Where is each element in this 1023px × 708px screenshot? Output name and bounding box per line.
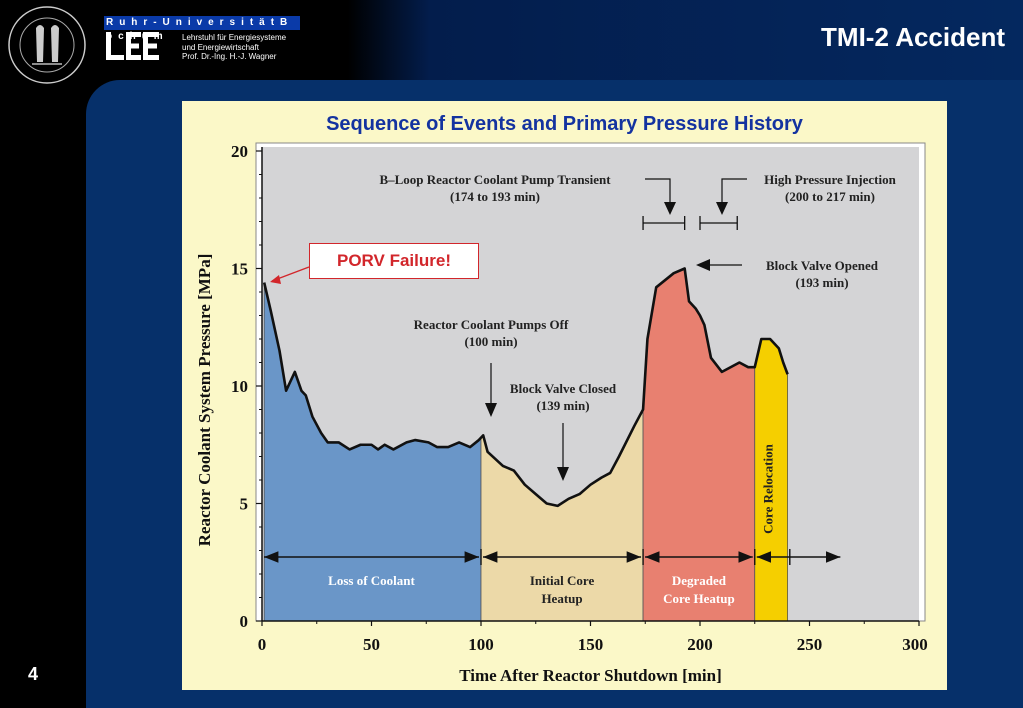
x-tick-label: 300: [902, 635, 928, 654]
annotation-pumps-off: Reactor Coolant Pumps Off (100 min): [414, 317, 569, 349]
university-name: R u h r - U n i v e r s i t ä t B o c h …: [104, 16, 300, 42]
valve-opened-arrowhead: [696, 259, 710, 271]
slide-number: 4: [28, 664, 39, 684]
y-tick-label: 15: [231, 260, 248, 279]
phase-label-relocation: Core Relocation: [760, 443, 775, 533]
pressure-line: [262, 267, 789, 508]
chart-title: Sequence of Events and Primary Pressure …: [326, 113, 803, 135]
y-tick-label: 0: [240, 612, 249, 631]
chair-line-1: Lehrstuhl für Energiesysteme: [182, 33, 287, 42]
pressure-chart: 0 50 100 150 200 250 300 0 5 10 15 20 Time After Rea…: [195, 142, 928, 685]
hpi-arrowhead: [716, 202, 728, 215]
annotation-block-valve-closed: Block Valve Closed (139 min): [510, 381, 617, 413]
lee-logo-icon: [106, 32, 159, 60]
annotation-block-valve-opened: Block Valve Opened (193 min): [766, 258, 879, 290]
y-axis-label: Reactor Coolant System Pressure [MPa]: [195, 254, 214, 547]
porv-failure-callout: PORV Failure!: [309, 243, 479, 279]
x-tick-label: 150: [578, 635, 604, 654]
phase-label-loss: Loss of Coolant: [328, 573, 415, 588]
x-tick-label: 100: [468, 635, 494, 654]
chair-line-2: und Energiewirtschaft: [182, 42, 259, 52]
x-tick-label: 250: [797, 635, 823, 654]
chair-info: Lehrstuhl für Energiesysteme und Energie…: [182, 33, 286, 62]
x-tick-label: 50: [363, 635, 380, 654]
slide-title: TMI-2 Accident: [821, 22, 1005, 52]
x-tick-label: 200: [687, 635, 713, 654]
university-seal-icon: [8, 6, 86, 84]
y-tick-label: 5: [240, 495, 249, 514]
header-bar: R u h r - U n i v e r s i t ä t B o c h …: [0, 0, 1023, 84]
pump-transient-arrowhead: [664, 202, 676, 215]
valve-closed-arrowhead: [557, 467, 569, 481]
y-tick-label: 20: [231, 142, 248, 161]
phase-label-degraded: Degraded Core Heatup: [663, 573, 735, 606]
annotation-high-pressure-injection: High Pressure Injection (200 to 217 min): [764, 172, 896, 204]
hpi-leader: [721, 178, 747, 205]
annotation-pump-transient: B–Loop Reactor Coolant Pump Transient (17…: [379, 172, 611, 204]
chart-panel: Sequence of Events and Primary Pressure …: [182, 101, 947, 690]
pump-transient-leader: [645, 178, 671, 205]
phase-label-initial: Initial Core Heatup: [530, 573, 595, 606]
pumps-off-arrowhead: [485, 403, 497, 417]
chair-line-3: Prof. Dr.-Ing. H.-J. Wagner: [182, 52, 277, 61]
callout-arrowhead: [270, 275, 281, 284]
y-tick-label: 10: [231, 377, 248, 396]
x-axis-label: Time After Reactor Shutdown [min]: [459, 666, 722, 685]
x-tick-label: 0: [258, 635, 267, 654]
